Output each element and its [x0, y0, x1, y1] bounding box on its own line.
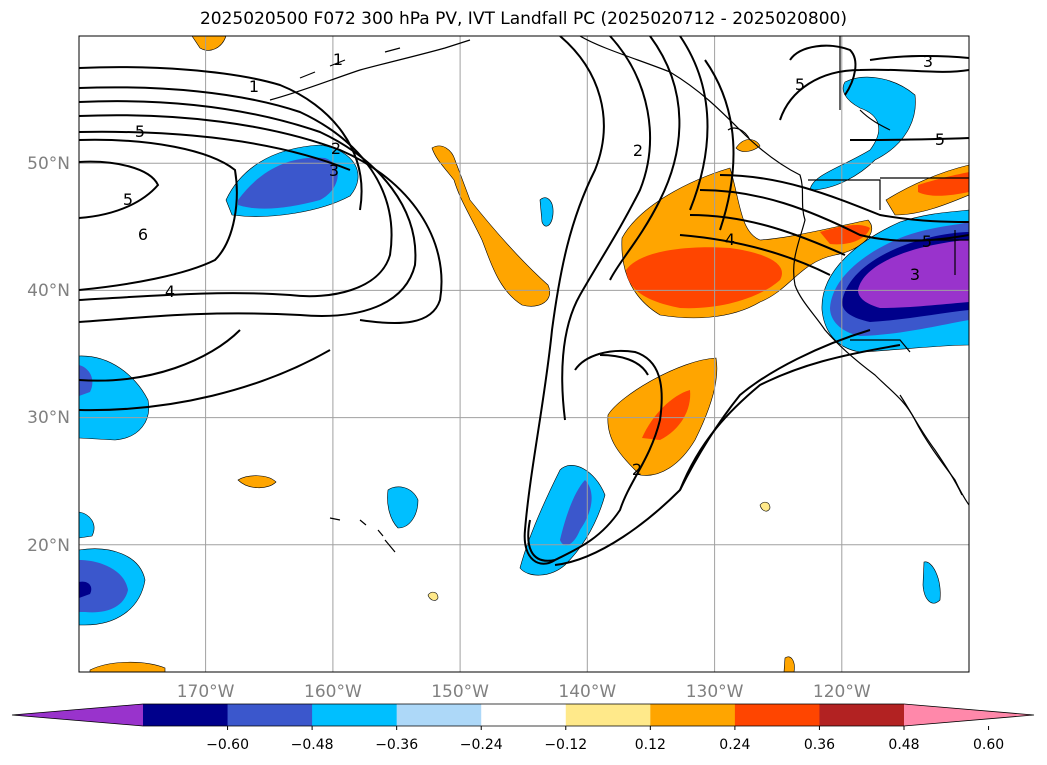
filled-anomalies [79, 36, 969, 672]
colorbar-segment [565, 704, 651, 726]
colorbar-tick-label: −0.12 [544, 737, 587, 753]
contour-label: 5 [795, 75, 805, 94]
coastlines [269, 36, 969, 553]
colorbar-tick-label: 0.24 [719, 737, 750, 753]
contour-labels: 1 1 2 3 5 5 6 4 2 4 3 5 5 3 5 2 [123, 50, 945, 479]
contour-label: 3 [329, 161, 339, 180]
contour-label: 5 [135, 122, 145, 141]
colorbar-tick-label: −0.36 [375, 737, 418, 753]
pv-contours [79, 36, 969, 566]
lon-label: 140°W [558, 682, 616, 702]
colorbar-segment [481, 704, 567, 726]
map-area: 1 1 2 3 5 5 6 4 2 4 3 5 5 3 5 2 [79, 36, 969, 672]
colorbar-tick-label: 0.60 [973, 737, 1004, 753]
contour-label: 3 [923, 52, 933, 71]
latitude-labels: 50°N 40°N 30°N 20°N [27, 154, 70, 556]
map-frame [78, 35, 970, 673]
contour-label: 4 [165, 282, 175, 301]
contour-label: 2 [633, 141, 643, 160]
positive-anomaly-streak [431, 145, 550, 307]
colorbar-tick-label: 0.36 [804, 737, 835, 753]
colorbar-extend-min [12, 704, 143, 726]
map-title: 2025020500 F072 300 hPa PV, IVT Landfall… [199, 9, 847, 29]
colorbar-segment [396, 704, 482, 726]
lon-label: 160°W [304, 682, 362, 702]
lat-label: 20°N [27, 536, 70, 556]
lat-label: 30°N [27, 408, 70, 428]
contour-label: 5 [123, 190, 133, 209]
graticule [79, 36, 969, 672]
colorbar-segment [734, 704, 820, 726]
lon-label: 170°W [177, 682, 235, 702]
colorbar: −0.60 −0.48 −0.36 −0.24 −0.12 0.12 0.24 0.36 0.4… [11, 703, 1035, 753]
contour-label: 5 [922, 232, 932, 251]
colorbar-segment [143, 704, 229, 726]
colorbar-tick-label: −0.24 [460, 737, 503, 753]
contour-label: 5 [935, 130, 945, 149]
contour-label: 3 [910, 265, 920, 284]
contour-label: 2 [331, 139, 341, 158]
lat-label: 40°N [27, 281, 70, 301]
colorbar-segment [227, 704, 313, 726]
contour-label: 6 [138, 225, 148, 244]
contour-label: 4 [725, 230, 735, 249]
contour-label: 2 [632, 460, 642, 479]
colorbar-segment [312, 704, 398, 726]
colorbar-segment [819, 704, 905, 726]
colorbar-extend-max [904, 704, 1034, 726]
colorbar-tick-label: −0.60 [206, 737, 249, 753]
contour-label: 1 [333, 50, 343, 69]
lon-label: 150°W [431, 682, 489, 702]
lon-label: 130°W [686, 682, 744, 702]
colorbar-tick-label: 0.48 [888, 737, 919, 753]
colorbar-tick-label: 0.12 [635, 737, 666, 753]
colorbar-tick-label: −0.48 [291, 737, 334, 753]
colorbar-segment [650, 704, 736, 726]
longitude-labels: 170°W 160°W 150°W 140°W 130°W 120°W [177, 682, 871, 702]
lat-label: 50°N [27, 154, 70, 174]
lon-label: 120°W [813, 682, 871, 702]
colorbar-outline [11, 703, 1035, 727]
contour-label: 1 [249, 77, 259, 96]
